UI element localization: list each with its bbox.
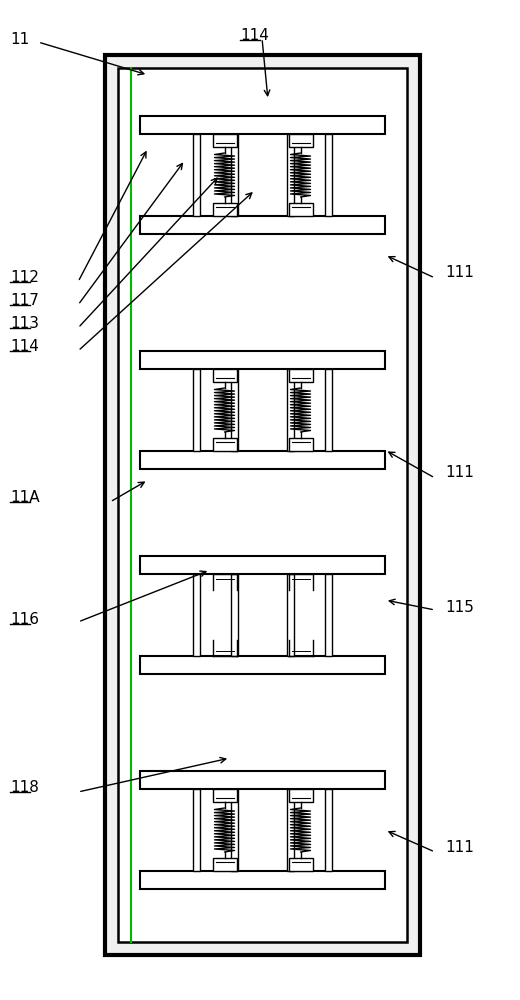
Text: 113: 113 — [10, 316, 39, 331]
Bar — [140, 656, 385, 674]
Bar — [213, 858, 237, 871]
Text: 112: 112 — [10, 270, 39, 285]
Bar — [325, 369, 332, 451]
Bar — [193, 134, 200, 216]
Bar — [231, 574, 238, 656]
Text: 111: 111 — [445, 265, 474, 280]
Text: 111: 111 — [445, 840, 474, 855]
Bar — [140, 116, 385, 134]
Bar — [193, 369, 200, 451]
Bar — [213, 203, 237, 216]
Bar — [287, 369, 294, 451]
Bar — [140, 556, 385, 574]
Bar — [325, 134, 332, 216]
Bar — [231, 134, 238, 216]
Bar — [213, 789, 237, 802]
Bar — [140, 771, 385, 789]
Bar — [325, 574, 332, 656]
Bar — [287, 134, 294, 216]
Text: 114: 114 — [240, 28, 269, 43]
Text: 116: 116 — [10, 612, 39, 627]
Bar — [289, 858, 313, 871]
Bar — [105, 55, 420, 955]
Bar — [289, 438, 313, 451]
Bar — [140, 451, 385, 469]
Bar — [193, 789, 200, 871]
Text: 114: 114 — [10, 339, 39, 354]
Bar — [213, 134, 237, 147]
Bar — [140, 871, 385, 889]
Bar — [213, 438, 237, 451]
Bar — [231, 369, 238, 451]
Bar — [231, 789, 238, 871]
Bar — [140, 351, 385, 369]
Text: 11: 11 — [10, 32, 29, 47]
Bar — [118, 68, 407, 942]
Bar — [289, 369, 313, 382]
Text: 117: 117 — [10, 293, 39, 308]
Bar — [289, 203, 313, 216]
Text: 11A: 11A — [10, 490, 40, 505]
Text: 118: 118 — [10, 780, 39, 795]
Bar — [193, 574, 200, 656]
Bar — [287, 789, 294, 871]
Text: 115: 115 — [445, 600, 474, 615]
Bar — [289, 134, 313, 147]
Bar — [140, 216, 385, 234]
Bar — [287, 574, 294, 656]
Text: 111: 111 — [445, 465, 474, 480]
Bar — [325, 789, 332, 871]
Bar — [213, 369, 237, 382]
Bar — [289, 789, 313, 802]
